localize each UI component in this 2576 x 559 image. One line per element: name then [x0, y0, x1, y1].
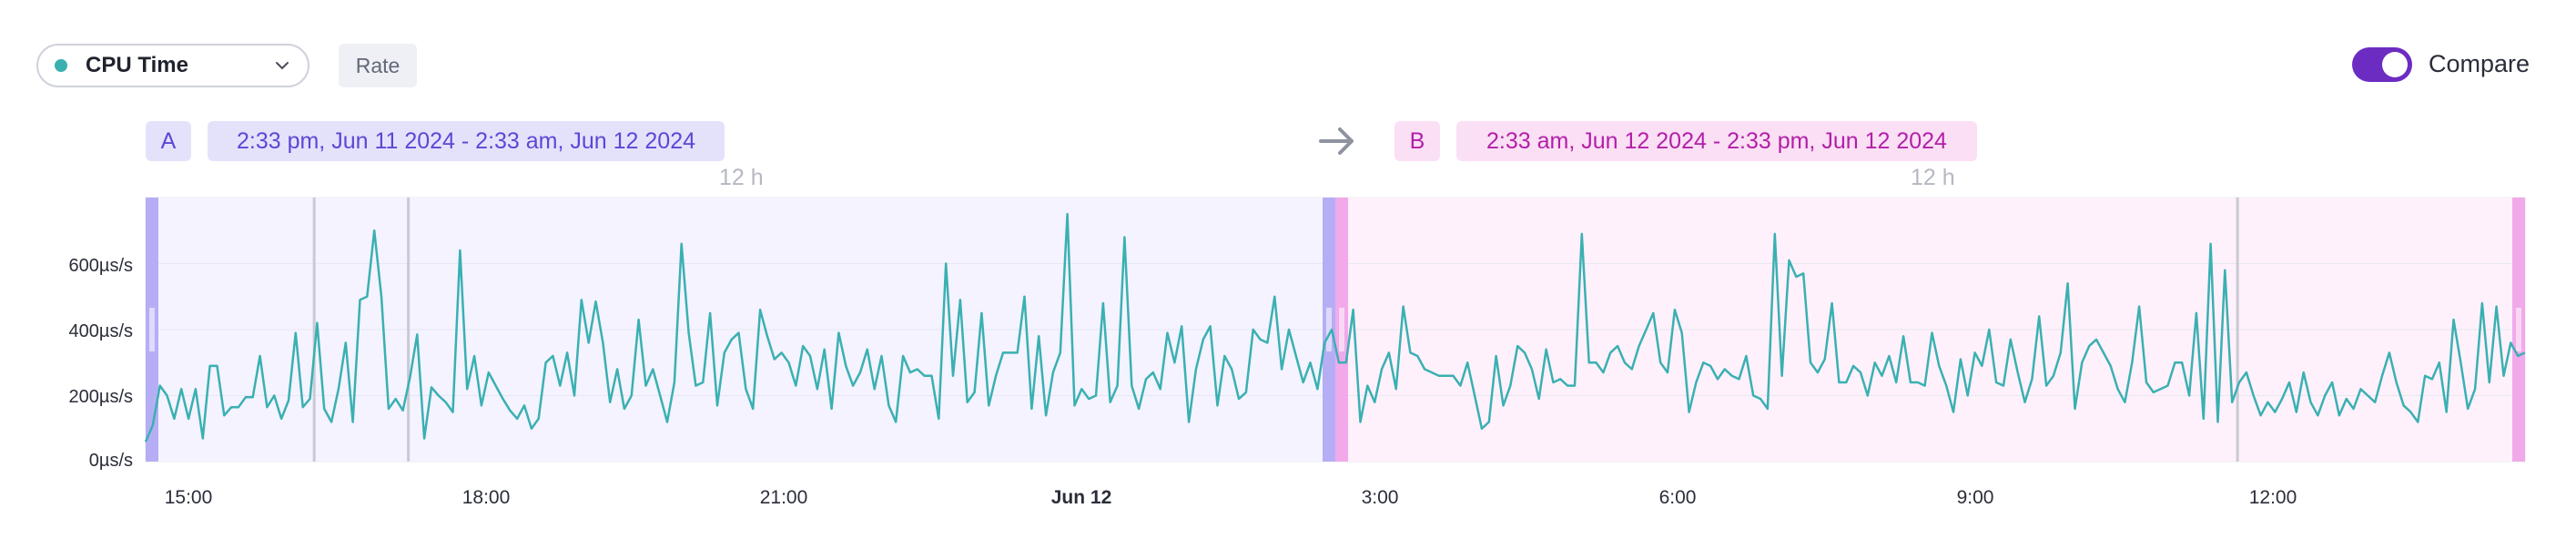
arrow-right-icon — [1319, 127, 1354, 155]
x-tick-label: 6:00 — [1658, 487, 1697, 508]
y-tick-label: 200µs/s — [68, 387, 133, 407]
rate-button[interactable]: Rate — [339, 44, 417, 87]
x-tick-label: 18:00 — [461, 487, 511, 508]
range-a-start-handle-grip — [149, 308, 155, 351]
range-a-badge: A — [146, 121, 191, 161]
y-tick-label: 400µs/s — [68, 321, 133, 341]
compare-toggle[interactable] — [2352, 47, 2412, 82]
cpu-time-series-line — [144, 212, 2526, 442]
y-tick-label: 600µs/s — [68, 256, 133, 276]
x-tick-label: 21:00 — [759, 487, 808, 508]
chevron-down-icon — [276, 62, 289, 70]
metric-select[interactable]: CPU Time — [36, 44, 309, 87]
time-markers — [312, 198, 2239, 462]
range-a-duration: 12 h — [719, 165, 764, 190]
range-a-end-handle-grip — [1326, 308, 1332, 351]
range-b-date-picker[interactable]: 2:33 am, Jun 12 2024 - 2:33 pm, Jun 12 2… — [1456, 121, 1977, 161]
x-tick-label: 9:00 — [1956, 487, 1994, 508]
compare-label: Compare — [2429, 50, 2530, 77]
x-tick-label: 15:00 — [164, 487, 213, 508]
range-handles[interactable] — [146, 198, 2525, 462]
y-tick-label: 0µs/s — [88, 451, 133, 471]
metric-color-dot — [55, 59, 67, 72]
range-b-badge: B — [1394, 121, 1440, 161]
x-tick-label: 12:00 — [2248, 487, 2297, 508]
x-tick-label: 3:00 — [1361, 487, 1399, 508]
x-tick-label: Jun 12 — [1050, 487, 1112, 508]
compare-toggle-knob — [2382, 52, 2408, 77]
range-b-duration: 12 h — [1911, 165, 1955, 190]
range-a-date-picker[interactable]: 2:33 pm, Jun 11 2024 - 2:33 am, Jun 12 2… — [208, 121, 725, 161]
metric-select-label: CPU Time — [86, 53, 188, 77]
range-b-end-handle-grip — [2516, 308, 2521, 351]
range-b-start-handle-grip — [1339, 308, 1344, 351]
